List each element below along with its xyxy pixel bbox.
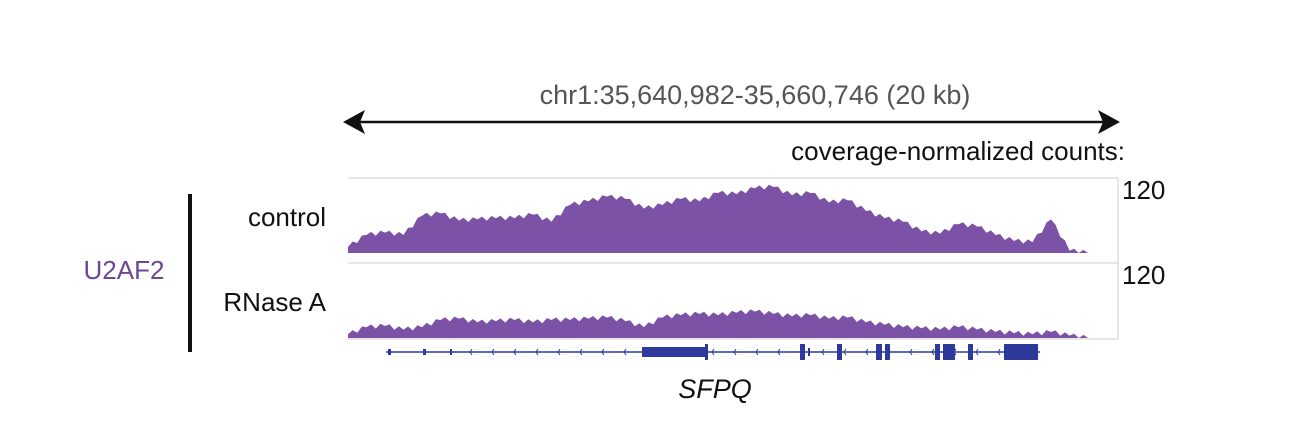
gene-exon xyxy=(968,344,973,360)
normalization-label: coverage-normalized counts: xyxy=(791,136,1125,166)
region-label: chr1:35,640,982-35,660,746 (20 kb) xyxy=(540,80,971,110)
strand-chevron xyxy=(777,348,781,356)
strand-chevron xyxy=(821,348,825,356)
strand-chevron xyxy=(469,348,473,356)
gene-exon xyxy=(876,344,882,360)
gene-exon xyxy=(837,344,842,360)
scale-max-control: 120 xyxy=(1122,175,1165,205)
gene-exon xyxy=(800,344,805,360)
track-label-control: control xyxy=(248,202,326,232)
gene-exons xyxy=(388,344,1038,360)
strand-chevron xyxy=(535,348,539,356)
gene-strand-arrows xyxy=(469,347,1025,357)
gene-exon xyxy=(935,344,940,360)
gene-exon xyxy=(808,348,810,356)
strand-chevron xyxy=(711,348,715,356)
gene-exon xyxy=(885,344,890,360)
strand-chevron xyxy=(557,348,561,356)
strand-chevron xyxy=(579,348,583,356)
coverage-area-control xyxy=(348,184,1088,253)
strand-chevron xyxy=(865,348,869,356)
region-arrow xyxy=(343,110,1120,134)
gene-exon xyxy=(423,349,426,355)
strand-chevron xyxy=(843,348,847,356)
strand-chevron xyxy=(755,348,759,356)
strand-chevron xyxy=(513,348,517,356)
coverage-area-rnase-a xyxy=(348,309,1088,338)
strand-chevron xyxy=(997,348,1001,356)
protein-label: U2AF2 xyxy=(84,255,165,285)
strand-chevron xyxy=(733,348,737,356)
gene-exon xyxy=(1004,344,1038,360)
strand-chevron xyxy=(931,348,935,356)
track-frames xyxy=(348,177,1119,340)
strand-chevron xyxy=(623,348,627,356)
gene-exon xyxy=(450,349,452,355)
strand-chevron xyxy=(975,348,979,356)
gene-exon xyxy=(388,349,391,355)
gene-exon xyxy=(642,347,706,357)
track-label-rnase-a: RNase A xyxy=(223,287,326,317)
gene-model-sfpq xyxy=(386,344,1040,360)
strand-chevron xyxy=(491,348,495,356)
scale-max-rnase-a: 120 xyxy=(1122,260,1165,290)
gene-label: SFPQ xyxy=(678,374,752,404)
gene-exon xyxy=(705,344,708,360)
gene-exon xyxy=(943,344,955,360)
strand-chevron xyxy=(601,348,605,356)
strand-chevron xyxy=(909,348,913,356)
